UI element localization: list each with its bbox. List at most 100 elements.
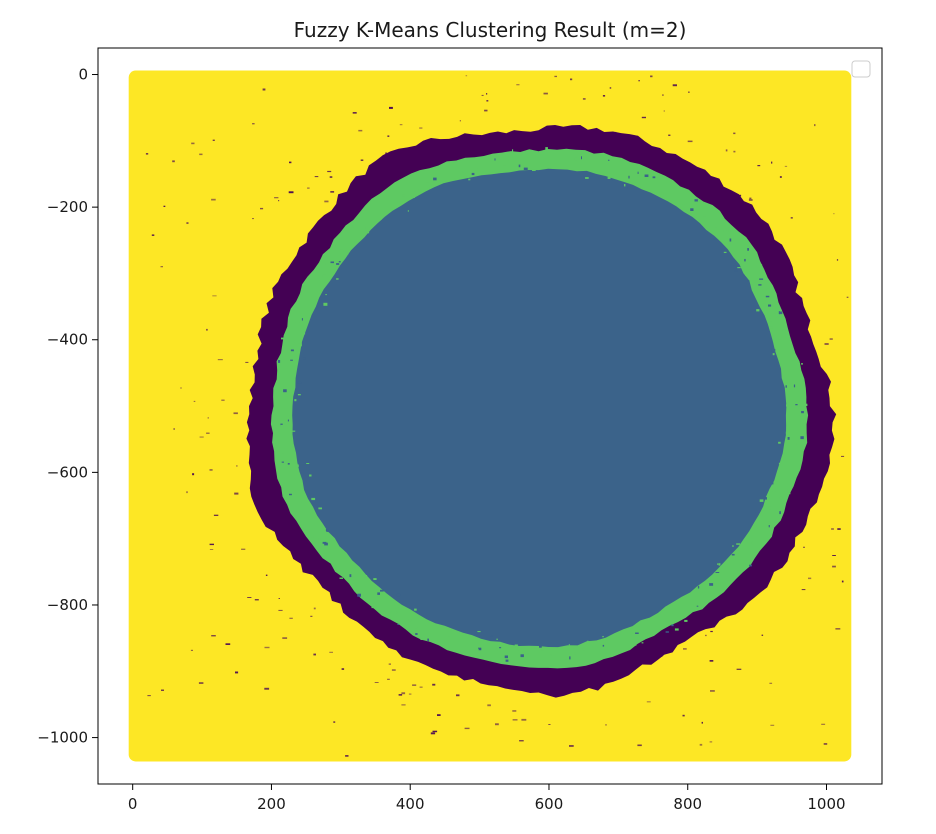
band-speck [607, 176, 611, 179]
band-speck [791, 357, 794, 361]
band-speck [338, 562, 340, 564]
background-speckle [709, 741, 713, 743]
band-speck [373, 578, 377, 580]
background-speckle [733, 150, 736, 153]
band-speck [293, 478, 296, 480]
background-speckle [682, 714, 685, 717]
band-speck [775, 481, 780, 484]
band-speck [791, 485, 794, 487]
band-speck [799, 414, 804, 417]
background-speckle [663, 110, 665, 112]
background-speckle [190, 649, 193, 651]
background-speckle [147, 695, 151, 697]
background-speckle [324, 200, 329, 203]
band-speck [582, 647, 586, 651]
band-speck [545, 147, 548, 151]
band-speck [339, 577, 343, 579]
band-speck [759, 499, 764, 502]
band-speck [396, 593, 401, 597]
background-speckle [710, 690, 715, 692]
band-speck [635, 632, 639, 634]
band-speck [335, 244, 338, 248]
background-speckle [837, 528, 841, 530]
background-speckle [641, 116, 646, 119]
band-speck [782, 329, 786, 332]
band-speck [323, 302, 328, 306]
band-speck [602, 644, 605, 647]
band-speck [507, 159, 509, 161]
band-speck [415, 633, 418, 635]
background-speckle [487, 704, 491, 707]
band-speck [694, 199, 698, 202]
band-speck [787, 489, 790, 492]
background-speckle [821, 723, 826, 725]
band-speck [762, 303, 766, 305]
band-speck [574, 157, 578, 161]
band-speck [801, 407, 804, 409]
background-speckle [234, 492, 239, 495]
band-speck [779, 496, 783, 500]
band-speck [723, 228, 727, 232]
band-speck [280, 424, 284, 428]
band-speck [494, 158, 496, 161]
band-speck [526, 653, 530, 655]
background-speckle [512, 719, 518, 721]
band-speck [407, 210, 409, 212]
background-speckle [360, 159, 364, 161]
background-speckle [770, 724, 775, 726]
band-speck [290, 359, 293, 361]
band-speck [297, 381, 302, 384]
band-speck [365, 231, 370, 234]
band-speck [768, 304, 772, 307]
band-speck [709, 583, 714, 586]
background-speckle [313, 607, 316, 610]
band-speck [371, 606, 374, 609]
background-speckle [212, 295, 217, 297]
band-speck [301, 318, 303, 321]
band-speck [767, 521, 771, 524]
band-speck [345, 252, 349, 255]
background-speckle [262, 88, 266, 91]
background-speckle [602, 95, 606, 97]
background-speckle [459, 120, 461, 122]
background-speckle [638, 80, 640, 82]
band-speck [490, 635, 494, 637]
background-speckle [329, 651, 333, 653]
background-speckle [388, 663, 391, 665]
background-speckle [650, 75, 653, 78]
band-speck [801, 363, 803, 365]
band-speck [287, 463, 290, 465]
background-speckle [389, 106, 393, 109]
band-speck [280, 372, 282, 375]
band-speck [517, 647, 520, 651]
chart-title: Fuzzy K-Means Clustering Result (m=2) [294, 18, 687, 42]
band-speck [324, 542, 328, 546]
background-speckle [213, 514, 219, 516]
band-speck [756, 309, 760, 312]
band-speck [798, 395, 802, 397]
band-speck [338, 261, 341, 263]
background-speckle [199, 436, 204, 438]
background-speckle [387, 135, 390, 137]
band-speck [351, 577, 355, 581]
band-speck [721, 229, 724, 232]
band-speck [758, 284, 762, 286]
x-tick-label: 400 [396, 795, 425, 813]
band-speck [684, 619, 688, 622]
band-speck [682, 203, 685, 205]
band-speck [311, 497, 316, 501]
band-speck [665, 631, 669, 633]
band-speck [769, 326, 774, 329]
band-speck [722, 581, 724, 584]
band-speck [697, 585, 700, 589]
band-speck [333, 565, 335, 568]
background-speckle [725, 149, 728, 152]
y-tick-label: −200 [47, 198, 88, 216]
band-speck [349, 574, 352, 578]
background-speckle [814, 124, 816, 127]
band-speck [395, 611, 398, 614]
background-speckle [398, 694, 403, 696]
band-speck [762, 515, 766, 517]
band-speck [303, 357, 306, 360]
band-speck [321, 551, 323, 554]
